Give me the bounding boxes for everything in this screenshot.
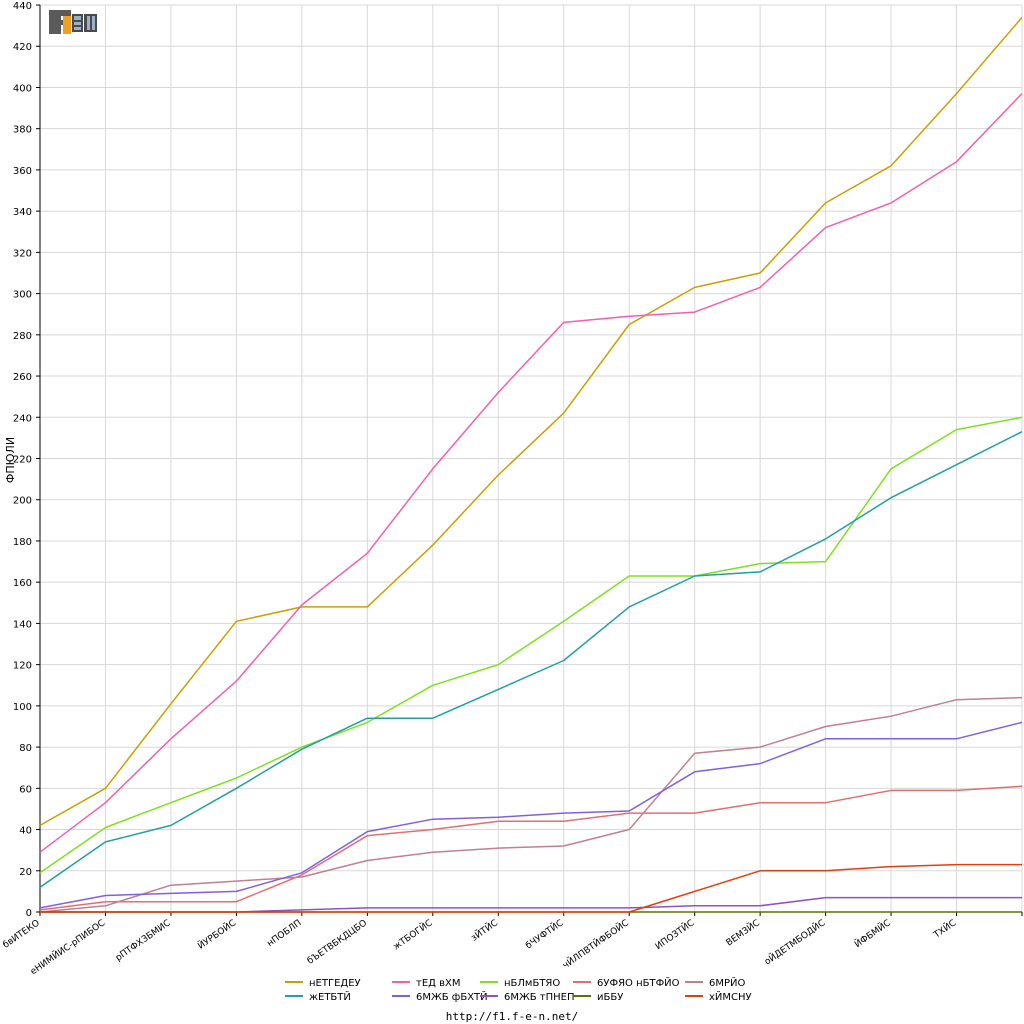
y-tick-label: 60	[19, 784, 32, 795]
y-tick-label: 120	[13, 661, 32, 672]
y-tick-labels: 0 20 40 60 80 100 120 140 160 180 200 220 240 260 280 3…	[13, 1, 32, 919]
axes	[36, 4, 1023, 916]
y-tick-label: 180	[13, 537, 32, 548]
legend-item: 6МЖБ фБХТЙ	[416, 990, 488, 1003]
y-tick-label: 380	[13, 125, 32, 136]
y-tick-label: 160	[13, 578, 32, 589]
y-axis-label: ФПЮЛИ	[4, 437, 17, 483]
x-tick-label: бвИТЕКО	[1, 918, 41, 950]
y-tick-label: 420	[13, 42, 32, 53]
series-line	[39, 785, 1023, 911]
legend-item: тЕД вХМ	[416, 978, 461, 989]
y-tick-label: 80	[19, 743, 32, 754]
y-tick-label: 400	[13, 83, 32, 94]
x-tick-label: рПТФХЗБМИС	[114, 918, 173, 963]
y-tick-label: 280	[13, 331, 32, 342]
y-tick-label: 240	[13, 413, 32, 424]
legend-item: 6УФЯО нБТФЙО	[597, 976, 680, 989]
series-line	[39, 416, 1023, 874]
series-line	[39, 721, 1023, 909]
y-tick-label: 300	[13, 290, 32, 301]
series-line	[39, 696, 1023, 913]
series-line	[39, 93, 1023, 853]
y-tick-label: 320	[13, 248, 32, 259]
y-tick-label: 20	[19, 867, 32, 878]
series-lines	[39, 16, 1023, 913]
y-tick-label: 440	[13, 1, 32, 12]
x-tick-label: чЙЛПВТЙФБОЙС	[560, 917, 631, 972]
y-tick-label: 100	[13, 702, 32, 713]
y-tick-label: 0	[26, 908, 32, 919]
series-line	[39, 431, 1023, 888]
legend-item: иББУ	[597, 992, 623, 1003]
legend-item: нЕТГЕДЕУ	[309, 978, 361, 989]
f1en-logo	[47, 8, 99, 36]
x-tick-label: ТХЙС	[930, 917, 958, 942]
x-tick-label: оЙДЕТМБОДЙС	[762, 917, 827, 968]
legend-item: хЙМСНУ	[709, 990, 752, 1003]
x-tick-label: ЙФБМЙС	[852, 917, 893, 951]
x-tick-label: ВЕМЗЙС	[723, 917, 761, 949]
x-tick-label: зЙТЙС	[468, 917, 499, 944]
y-tick-label: 40	[19, 826, 32, 837]
x-tick-label: бЪЕТВБКДЦБО	[306, 918, 369, 966]
grid	[39, 4, 1023, 913]
legend-item: 6МЖБ тПНЕП	[504, 992, 575, 1003]
x-tick-label: бЧУФТЙС	[523, 917, 565, 952]
y-tick-label: 340	[13, 207, 32, 218]
series-line	[39, 16, 1023, 827]
y-tick-label: 360	[13, 166, 32, 177]
legend-item: жЕТБТЙ	[309, 990, 351, 1003]
legend-item: 6МРЙО	[709, 976, 746, 989]
y-tick-label: 220	[13, 455, 32, 466]
x-tick-label: ЙУРБОЙС	[195, 917, 238, 952]
legend: нЕТГЕДЕУ тЕД вХМ нБЛмБТЯО 6УФЯО нБТФЙО 6МРЙО…	[285, 976, 752, 1003]
legend-item: нБЛмБТЯО	[504, 978, 560, 989]
y-tick-label: 260	[13, 372, 32, 383]
x-tick-label: ИПОЗТЙС	[653, 917, 697, 953]
series-line	[40, 863, 1022, 913]
source-url: http://f1.f-e-n.net/	[445, 1010, 579, 1023]
series-line	[40, 896, 1022, 913]
y-tick-label: 200	[13, 496, 32, 507]
x-tick-label: нПОБЛП	[266, 918, 304, 949]
y-tick-label: 140	[13, 619, 32, 630]
x-tick-label: жТБОГЙС	[390, 917, 434, 953]
